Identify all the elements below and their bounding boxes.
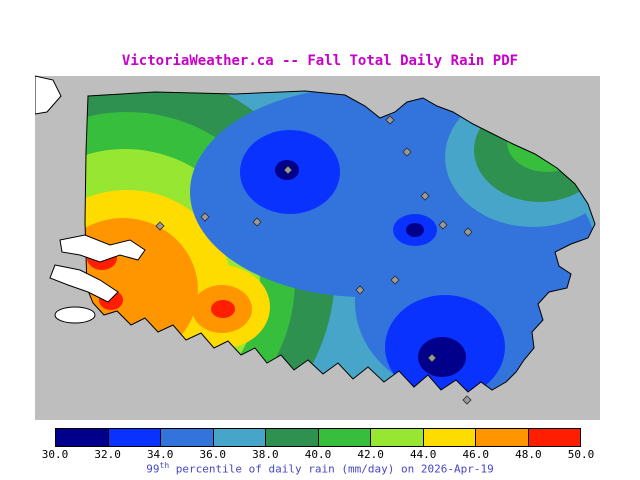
inlet-water-2 bbox=[49, 264, 119, 303]
colorbar-segment-36-38 bbox=[213, 429, 266, 446]
coastline bbox=[84, 90, 596, 393]
colorbar-segment-44-46 bbox=[423, 429, 476, 446]
contour-band bbox=[406, 223, 424, 237]
station-marker bbox=[390, 275, 400, 285]
rain-contour-map bbox=[34, 75, 600, 420]
station-marker bbox=[283, 165, 293, 175]
colorbar-segment-48-50 bbox=[528, 429, 580, 446]
chart-title: VictoriaWeather.ca -- Fall Total Daily R… bbox=[121, 53, 519, 69]
colorbar bbox=[55, 428, 581, 447]
colorbar-tick-30.0: 30.0 bbox=[41, 448, 69, 461]
colorbar-segment-40-42 bbox=[318, 429, 371, 446]
station-marker bbox=[420, 191, 430, 201]
station-marker bbox=[200, 212, 210, 222]
colorbar-tick-38.0: 38.0 bbox=[252, 448, 279, 461]
lagoon-water bbox=[54, 306, 96, 324]
station-markers bbox=[155, 115, 473, 405]
colorbar-tick-50.0: 50.0 bbox=[567, 448, 595, 461]
colorbar-segment-38-40 bbox=[266, 429, 319, 446]
station-marker bbox=[402, 147, 412, 157]
mainland-corner bbox=[34, 75, 62, 115]
station-marker bbox=[462, 395, 472, 405]
map-area bbox=[34, 62, 600, 420]
station-marker bbox=[463, 227, 473, 237]
caption-text: percentile of daily rain (mm/day) on 202… bbox=[169, 462, 494, 476]
chart-caption: 99th percentile of daily rain (mm/day) o… bbox=[0, 461, 640, 476]
station-marker bbox=[355, 285, 365, 295]
contour-band bbox=[211, 300, 235, 318]
colorbar-tick-44.0: 44.0 bbox=[409, 448, 437, 461]
station-marker bbox=[438, 220, 448, 230]
station-marker bbox=[427, 353, 437, 363]
colorbar-ticks: 30.0 32.0 34.0 36.0 38.0 40.0 42.0 44.0 46.0 48.0… bbox=[42, 448, 595, 461]
colorbar-tick-42.0: 42.0 bbox=[357, 448, 384, 461]
station-marker bbox=[385, 115, 395, 125]
colorbar-tick-48.0: 48.0 bbox=[515, 448, 542, 461]
inlet-water-1 bbox=[59, 234, 146, 263]
colorbar-segment-32-34 bbox=[108, 429, 161, 446]
colorbar-tick-36.0: 36.0 bbox=[199, 448, 227, 461]
station-marker bbox=[252, 217, 262, 227]
station-marker bbox=[155, 221, 165, 231]
contour-band bbox=[418, 337, 466, 377]
colorbar-segment-46-48 bbox=[476, 429, 529, 446]
colorbar-segment-30-32 bbox=[56, 429, 109, 446]
colorbar-segment-42-44 bbox=[371, 429, 424, 446]
caption-ordinal: th bbox=[159, 461, 170, 470]
colorbar-tick-34.0: 34.0 bbox=[146, 448, 174, 461]
colorbar-tick-46.0: 46.0 bbox=[462, 448, 490, 461]
colorbar-tick-32.0: 32.0 bbox=[94, 448, 121, 461]
caption-number: 99 bbox=[146, 462, 160, 476]
colorbar-segment-34-36 bbox=[161, 429, 214, 446]
colorbar-tick-40.0: 40.0 bbox=[304, 448, 332, 461]
